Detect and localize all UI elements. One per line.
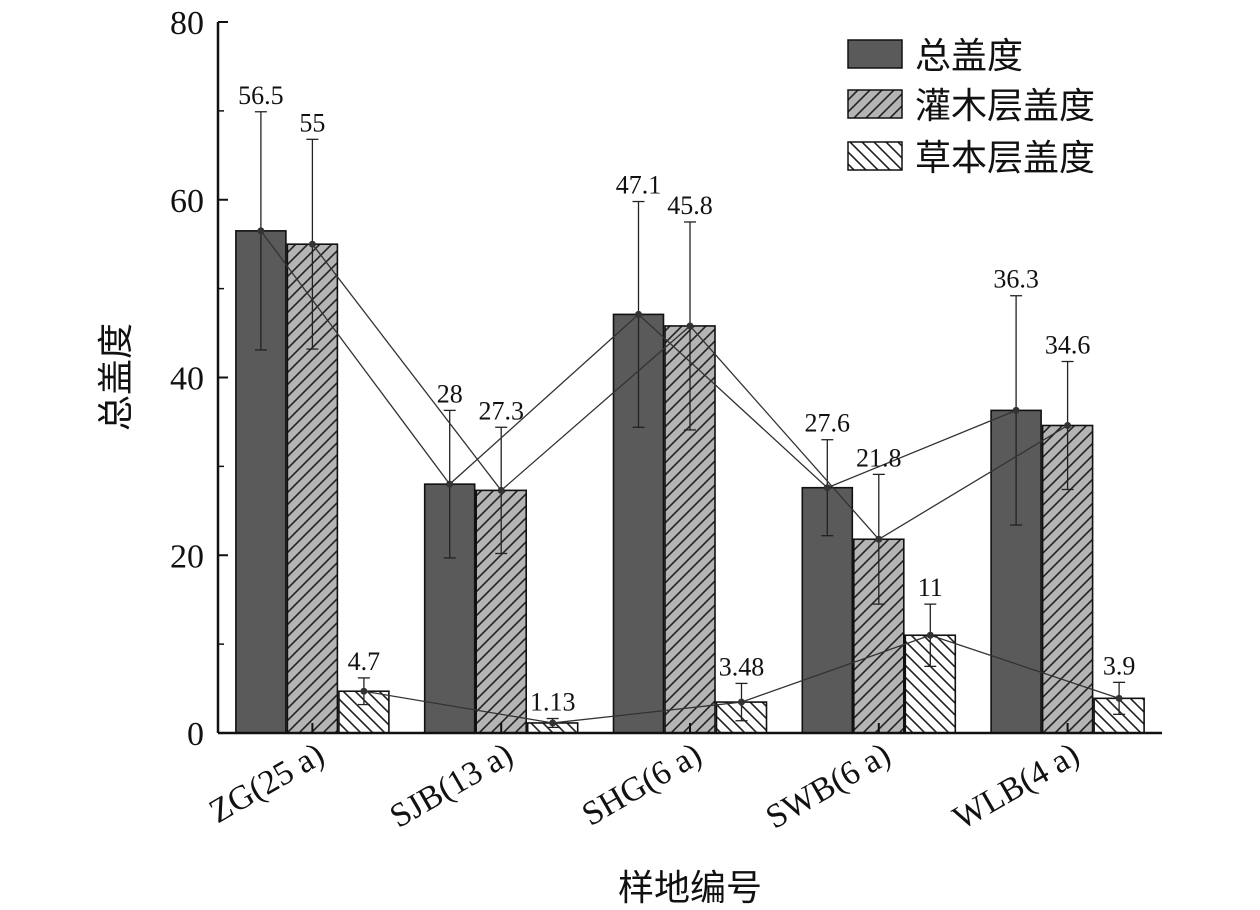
legend-swatch-herb [847,141,903,171]
x-tick-label-2: SHG(6 a) [576,736,708,834]
value-label-s0-c4: 36.3 [993,265,1039,294]
x-tick-label-4: WLB(4 a) [947,736,1086,837]
x-axis-title: 样地编号 [618,868,762,909]
trend-point-s2-c0 [360,687,368,695]
value-label-s0-c2: 47.1 [616,171,662,200]
x-tick-label-0: ZG(25 a) [203,736,330,831]
trend-point-s0-c2 [635,310,642,318]
value-label-s1-c0: 55 [299,108,325,137]
y-tick-label-4: 80 [170,5,204,42]
value-label-s0-c3: 27.6 [805,409,851,438]
trend-point-s1-c1 [497,486,505,494]
trend-point-s0-c0 [257,227,265,235]
trend-point-s2-c1 [549,719,557,727]
trend-point-s1-c3 [875,535,883,543]
value-label-s0-c1: 28 [437,379,463,408]
value-label-s1-c1: 27.3 [478,396,524,425]
bar-s0-c1 [423,483,476,734]
value-labels: 56.5 55 4.7 28 27.3 1.13 47.145.8 3.48 27.621.8 1… [238,81,1135,717]
trend-point-s1-c0 [308,240,316,248]
trend-point-s0-c3 [823,484,831,492]
y-tick-label-0: 0 [187,716,204,753]
y-tick-label-1: 20 [170,538,204,575]
value-label-s2-c2: 3.48 [719,652,765,681]
y-tick-label-3: 60 [170,183,204,220]
value-label-s0-c0: 56.5 [238,81,284,110]
trend-point-s2-c3 [926,631,934,639]
value-label-s1-c3: 21.8 [856,443,902,472]
value-label-s2-c1: 1.13 [530,688,576,717]
legend-swatch-shrub [847,89,903,119]
value-label-s2-c3: 11 [918,573,943,602]
trend-lines [257,227,1123,727]
value-label-s1-c2: 45.8 [667,191,713,220]
trend-point-s0-c1 [446,480,454,488]
trend-point-s1-c4 [1064,421,1072,429]
x-ticks: ZG(25 a) SJB(13 a) SHG(6 a) SWB(6 a) WLB(4 a… [203,723,1086,837]
trend-point-s2-c4 [1115,694,1123,702]
trend-point-s0-c4 [1012,406,1020,414]
legend-label-herb: 草本层盖度 [915,138,1095,179]
legend-label-total: 总盖度 [915,36,1023,77]
value-label-s2-c4: 3.9 [1103,651,1136,680]
trend-point-s2-c2 [738,698,745,706]
x-tick-label-1: SJB(13 a) [384,736,519,836]
y-axis-title: 总盖度 [96,323,137,431]
y-ticks: 0 20 40 60 80 [170,5,228,753]
legend-label-shrub: 灌木层盖度 [915,86,1095,127]
y-tick-label-2: 40 [170,361,204,398]
value-label-s1-c4: 34.6 [1045,331,1091,360]
value-label-s2-c0: 4.7 [348,647,381,676]
legend-swatch-total [847,39,903,69]
trend-point-s1-c2 [686,322,694,330]
x-tick-label-3: SWB(6 a) [760,736,897,837]
legend: 总盖度 灌木层盖度 草本层盖度 [847,36,1095,179]
